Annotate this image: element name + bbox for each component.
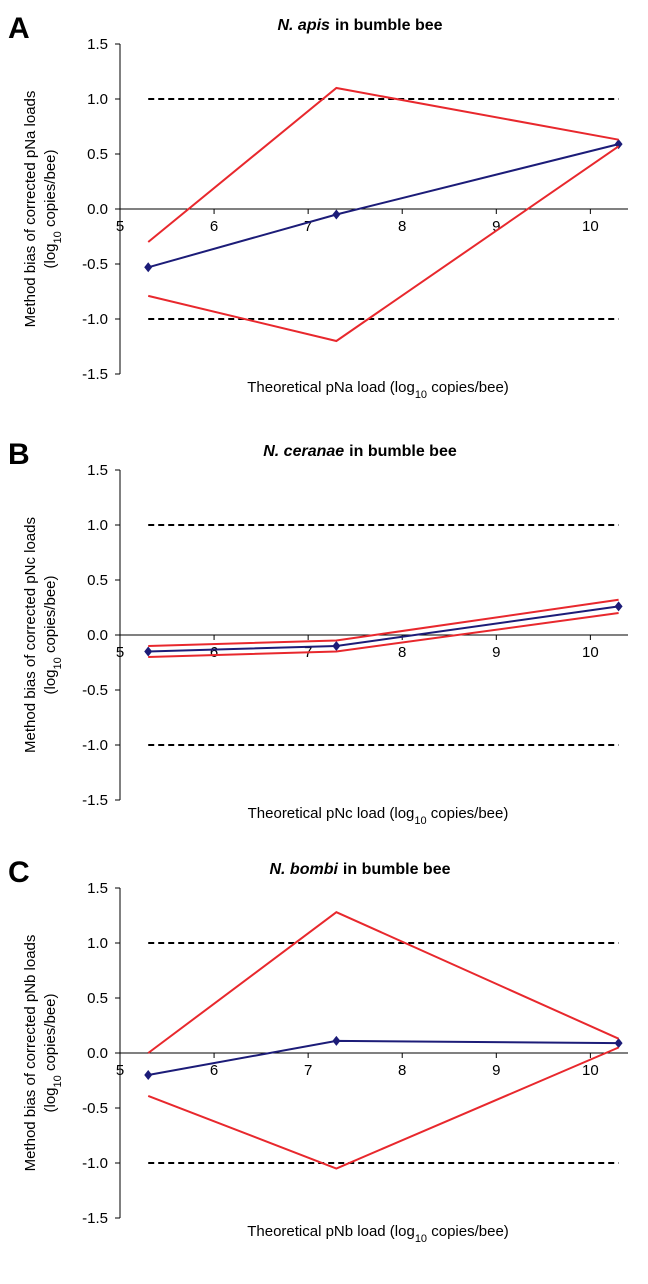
title-italic: N. apis	[277, 17, 330, 34]
x-tick-label: 8	[398, 218, 406, 235]
x-tick-label: 6	[210, 644, 218, 661]
data-point	[144, 262, 153, 273]
x-tick-label: 10	[582, 218, 599, 235]
panel-letter: B	[8, 438, 30, 471]
y-axis-label: (log10 copies/bee)	[42, 576, 64, 695]
y-tick-label: -1.0	[82, 1155, 108, 1172]
x-axis-label: Theoretical pNa load (log10 copies/bee)	[247, 379, 509, 401]
series-line	[148, 612, 619, 658]
y-tick-label: 0.5	[87, 146, 108, 163]
y-label-sub: 10	[52, 231, 64, 243]
y-tick-label: -1.5	[82, 366, 108, 383]
chart-title: N. bombi in bumble bee	[269, 861, 450, 878]
x-tick-label: 5	[116, 644, 124, 661]
data-point	[332, 1035, 341, 1046]
y-tick-label: 1.5	[87, 880, 108, 897]
y-axis-label: (log10 copies/bee)	[42, 994, 64, 1113]
y-tick-label: 1.0	[87, 91, 108, 108]
x-tick-label: 9	[492, 1062, 500, 1079]
series-line	[147, 145, 620, 343]
x-label-text: Theoretical pNb load (log	[247, 1223, 415, 1240]
x-tick-label: 8	[398, 644, 406, 661]
data-point	[614, 1038, 623, 1049]
x-label-text: Theoretical pNc load (log	[248, 805, 415, 822]
series-line	[148, 1039, 619, 1076]
x-tick-label: 7	[304, 218, 312, 235]
x-label-text: copies/bee)	[427, 1223, 509, 1240]
y-label-sub: 10	[52, 1075, 64, 1087]
x-axis-label: Theoretical pNb load (log10 copies/bee)	[247, 1223, 509, 1245]
data-point	[614, 601, 623, 612]
x-tick-label: 9	[492, 218, 500, 235]
y-axis-label: (log10 copies/bee)	[42, 150, 64, 269]
x-axis-label: Theoretical pNc load (log10 copies/bee)	[248, 805, 509, 827]
y-axis-label: Method bias of corrected pNa loads	[22, 91, 39, 328]
x-label-text: Theoretical pNa load (log	[247, 379, 415, 396]
y-tick-label: 1.0	[87, 517, 108, 534]
x-tick-label: 6	[210, 1062, 218, 1079]
x-label-text: copies/bee)	[427, 805, 509, 822]
x-tick-label: 9	[492, 644, 500, 661]
x-label-text: copies/bee)	[427, 379, 509, 396]
x-label-sub: 10	[415, 1233, 427, 1245]
series-line	[147, 911, 620, 1054]
y-tick-label: 1.5	[87, 462, 108, 479]
y-tick-label: -1.0	[82, 737, 108, 754]
x-tick-label: 7	[304, 1062, 312, 1079]
x-tick-label: 10	[582, 644, 599, 661]
y-label-text: (log	[42, 669, 59, 694]
y-label-text: (log	[42, 243, 59, 268]
y-tick-label: -1.5	[82, 1210, 108, 1227]
y-tick-label: -0.5	[82, 256, 108, 273]
y-label-sub: 10	[52, 657, 64, 669]
panel-letter: C	[8, 856, 30, 889]
y-tick-label: -0.5	[82, 1100, 108, 1117]
y-tick-label: -1.5	[82, 792, 108, 809]
data-point	[144, 1070, 153, 1080]
y-tick-label: -0.5	[82, 682, 108, 699]
y-axis-label: Method bias of corrected pNc loads	[22, 517, 39, 753]
y-tick-label: 0.0	[87, 627, 108, 644]
y-label-text: copies/bee)	[42, 150, 59, 232]
y-tick-label: 1.0	[87, 935, 108, 952]
series-line	[147, 86, 619, 243]
y-tick-label: 1.5	[87, 36, 108, 53]
y-tick-label: 0.0	[87, 1045, 108, 1062]
x-tick-label: 8	[398, 1062, 406, 1079]
title-rest: in bumble bee	[343, 861, 451, 878]
y-tick-label: 0.5	[87, 990, 108, 1007]
data-point	[332, 641, 341, 651]
data-point	[332, 209, 341, 220]
data-point	[144, 646, 153, 657]
y-label-text: copies/bee)	[42, 994, 59, 1076]
y-label-text: (log	[42, 1087, 59, 1112]
title-italic: N. ceranae	[263, 443, 344, 460]
title-rest: in bumble bee	[335, 17, 443, 34]
series-line	[147, 143, 619, 269]
y-tick-label: 0.5	[87, 572, 108, 589]
title-italic: N. bombi	[269, 861, 338, 878]
x-label-sub: 10	[414, 815, 426, 827]
chart-title: N. ceranae in bumble bee	[263, 443, 457, 460]
x-tick-label: 5	[116, 218, 124, 235]
y-tick-label: 0.0	[87, 201, 108, 218]
panel-letter: A	[8, 12, 30, 45]
y-label-text: copies/bee)	[42, 576, 59, 658]
series-line	[148, 598, 619, 647]
x-tick-label: 10	[582, 1062, 599, 1079]
x-label-sub: 10	[415, 389, 427, 401]
x-tick-label: 6	[210, 218, 218, 235]
x-tick-label: 5	[116, 1062, 124, 1079]
title-rest: in bumble bee	[349, 443, 457, 460]
chart-title: N. apis in bumble bee	[277, 17, 442, 34]
series-line	[147, 1046, 619, 1170]
y-tick-label: -1.0	[82, 311, 108, 328]
y-axis-label: Method bias of corrected pNb loads	[22, 935, 39, 1172]
